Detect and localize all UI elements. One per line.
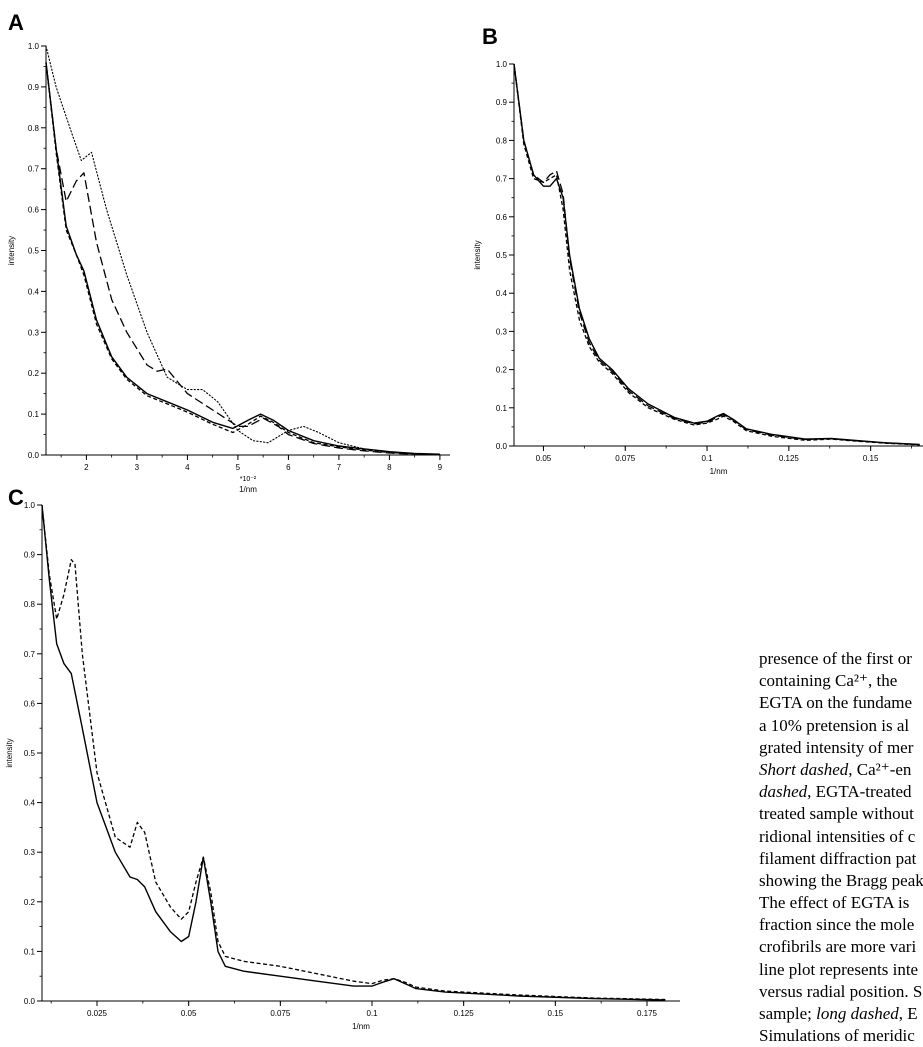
caption-line: ridional intensities of c bbox=[759, 826, 916, 846]
y-tick-label: 0.8 bbox=[28, 124, 40, 133]
chart-c: 0.0 0.1 0.2 0.3 0.4 0.5 0.6 0.7 0.8 0.9 1.0 0.025 0.… bbox=[5, 501, 680, 1031]
series-line-short-dashed bbox=[45, 62, 440, 456]
y-tick-label: 0.0 bbox=[28, 451, 40, 460]
y-tick-label: 0.1 bbox=[496, 404, 508, 413]
y-tick-label: 0.9 bbox=[28, 83, 40, 92]
y-tick-label: 0.2 bbox=[24, 898, 36, 907]
y-tick-label: 0.0 bbox=[496, 442, 508, 451]
y-tick-label: 0.9 bbox=[496, 98, 508, 107]
y-tick-label: 0.6 bbox=[24, 699, 36, 708]
y-tick-label: 0.7 bbox=[496, 175, 508, 184]
caption-line: The effect of EGTA is bbox=[759, 893, 910, 913]
caption-line: fraction since the mole bbox=[759, 915, 915, 935]
caption-line: versus radial position. S bbox=[759, 981, 923, 1001]
x-tick-label: 9 bbox=[438, 463, 443, 472]
x-tick-label: 0.05 bbox=[181, 1009, 197, 1018]
caption-line: presence of the first or bbox=[759, 649, 912, 668]
chart-b: 0.0 0.1 0.2 0.3 0.4 0.5 0.6 0.7 0.8 0.9 1.0 0.05 0.0… bbox=[473, 60, 923, 476]
x-tick-label: 0.1 bbox=[701, 454, 713, 463]
y-tick-label: 0.2 bbox=[496, 366, 508, 375]
series-line-solid bbox=[41, 504, 666, 1001]
y-tick-label: 1.0 bbox=[496, 60, 508, 69]
x-axis-label: 1/nm bbox=[352, 1022, 370, 1031]
y-tick-label: 0.5 bbox=[24, 749, 36, 758]
y-tick-label: 0.5 bbox=[496, 251, 508, 260]
x-tick-label: 7 bbox=[337, 463, 342, 472]
y-tick-label: 0.0 bbox=[24, 997, 36, 1006]
panel-label-c: C bbox=[8, 485, 24, 510]
caption-line: line plot represents inte bbox=[759, 959, 919, 979]
x-tick-label: 0.15 bbox=[548, 1009, 564, 1018]
caption-line: a 10% pretension is al bbox=[759, 715, 910, 735]
y-axis-label: intensity bbox=[473, 240, 482, 269]
caption-line: Short dashed, Ca²⁺-en bbox=[759, 759, 912, 779]
caption-line: treated sample without bbox=[759, 804, 914, 824]
x-tick-label: 2 bbox=[84, 463, 89, 472]
y-tick-label: 0.3 bbox=[28, 328, 40, 337]
x-tick-label: 0.075 bbox=[615, 454, 636, 463]
y-tick-label: 1.0 bbox=[28, 42, 40, 51]
x-tick-label: 0.025 bbox=[87, 1009, 108, 1018]
y-tick-label: 0.1 bbox=[28, 410, 40, 419]
x-axis-multiplier: *10⁻² bbox=[240, 476, 257, 483]
y-tick-label: 1.0 bbox=[24, 501, 36, 510]
y-tick-label: 0.7 bbox=[28, 165, 40, 174]
x-tick-label: 0.125 bbox=[779, 454, 800, 463]
y-tick-label: 0.5 bbox=[28, 247, 40, 256]
x-tick-label: 0.15 bbox=[863, 454, 879, 463]
y-tick-label: 0.4 bbox=[28, 287, 40, 296]
caption-line: dashed, EGTA-treated bbox=[759, 782, 912, 802]
y-axis-label: intensity bbox=[7, 236, 16, 265]
y-tick-label: 0.8 bbox=[24, 600, 36, 609]
y-tick-label: 0.9 bbox=[24, 551, 36, 560]
x-tick-label: 5 bbox=[236, 463, 241, 472]
y-tick-label: 0.1 bbox=[24, 947, 36, 956]
caption-line: crofibrils are more vari bbox=[759, 937, 917, 957]
y-tick-label: 0.8 bbox=[496, 136, 508, 145]
panel-b: B 0.0 0.1 0.2 0.3 0.4 0.5 0.6 0.7 0.8 0.9 1.0 0.05 0… bbox=[470, 0, 923, 480]
x-tick-label: 4 bbox=[185, 463, 190, 472]
panel-label-a: A bbox=[8, 10, 24, 35]
y-tick-label: 0.6 bbox=[496, 213, 508, 222]
y-tick-label: 0.3 bbox=[24, 848, 36, 857]
series-line-solid bbox=[513, 63, 920, 446]
caption-line: Simulations of meridic bbox=[759, 1026, 915, 1046]
series-line-short-dashed bbox=[41, 504, 666, 1001]
series-line-long-dashed bbox=[45, 62, 440, 456]
series-line-long-dashed bbox=[513, 63, 920, 446]
x-tick-label: 0.1 bbox=[366, 1009, 378, 1018]
panel-label-b: B bbox=[482, 24, 498, 49]
x-tick-label: 0.075 bbox=[270, 1009, 291, 1018]
x-tick-label: 3 bbox=[135, 463, 140, 472]
x-tick-label: 0.05 bbox=[536, 454, 552, 463]
panel-c: C 0.0 0.1 0.2 0.3 0.4 0.5 0.6 0.7 0.8 0.9 1.0 0.025… bbox=[0, 480, 700, 1031]
caption-line: EGTA on the fundame bbox=[759, 693, 913, 713]
caption-line: sample; long dashed, E bbox=[759, 1004, 918, 1023]
caption-line: filament diffraction pat bbox=[759, 848, 917, 868]
series-line-dotted bbox=[45, 45, 441, 456]
caption-line: showing the Bragg peak bbox=[759, 870, 923, 890]
x-axis-label: 1/nm bbox=[239, 485, 257, 494]
x-tick-label: 0.175 bbox=[637, 1009, 658, 1018]
chart-a: 0.0 0.1 0.2 0.3 0.4 0.5 0.6 0.7 0.8 0.9 1.0 2 3 4 5 6 7 8… bbox=[7, 42, 450, 494]
y-tick-label: 0.7 bbox=[24, 650, 36, 659]
x-tick-label: 6 bbox=[286, 463, 291, 472]
y-axis-label: intensity bbox=[5, 738, 14, 767]
x-tick-label: 8 bbox=[387, 463, 392, 472]
series-line-short-dashed bbox=[513, 63, 920, 446]
panel-a: A 0.0 0.1 0.2 0.3 0.4 0.5 0.6 0.7 0.8 0.9 1.0 2 3 4 5 6… bbox=[0, 0, 470, 494]
x-tick-label: 0.125 bbox=[454, 1009, 475, 1018]
y-tick-label: 0.4 bbox=[496, 289, 508, 298]
x-axis-label: 1/nm bbox=[710, 467, 728, 476]
caption-line: grated intensity of mer bbox=[759, 737, 914, 757]
figure-caption: presence of the first or containing Ca²⁺,… bbox=[759, 648, 923, 1047]
series-line-solid bbox=[45, 62, 440, 455]
y-tick-label: 0.6 bbox=[28, 206, 40, 215]
y-tick-label: 0.4 bbox=[24, 799, 36, 808]
y-tick-label: 0.3 bbox=[496, 327, 508, 336]
y-tick-label: 0.2 bbox=[28, 369, 40, 378]
caption-line: containing Ca²⁺, the bbox=[759, 671, 898, 691]
